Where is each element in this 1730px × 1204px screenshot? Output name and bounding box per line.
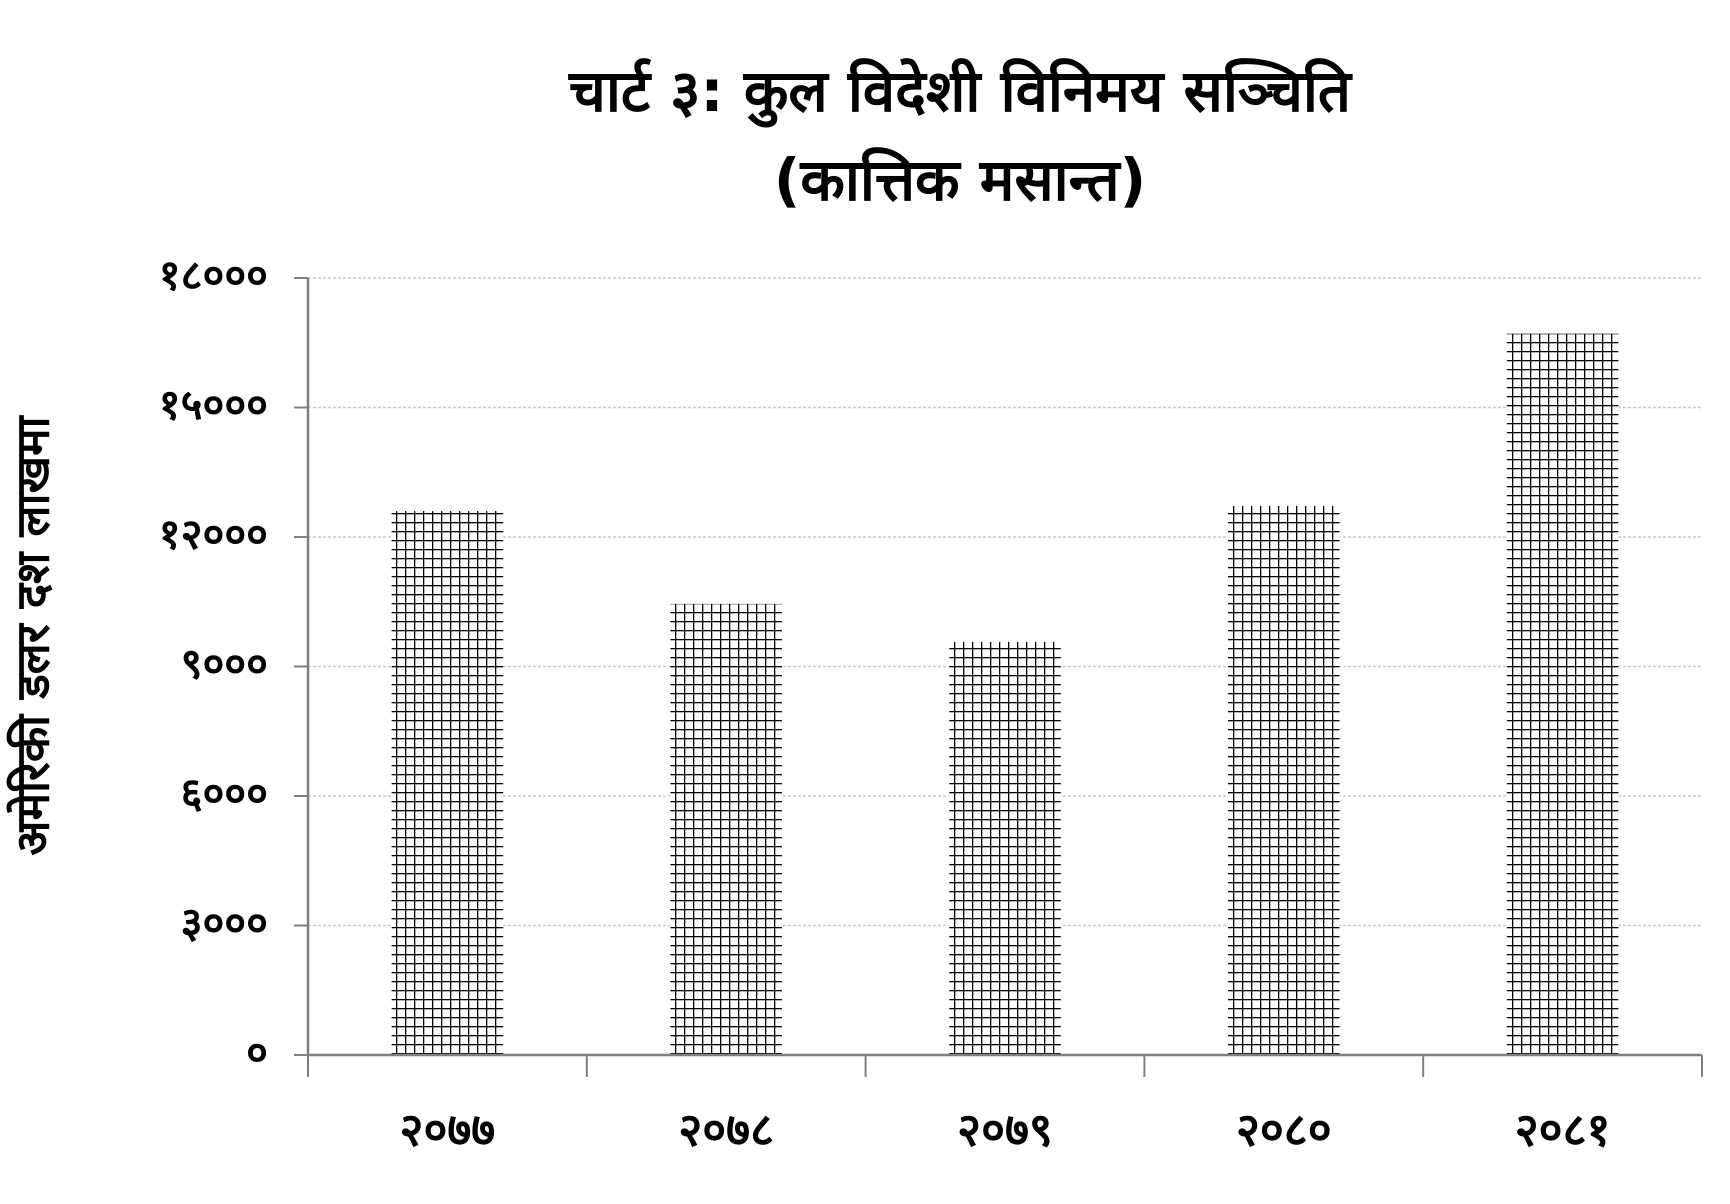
y-tick-label: १५००० — [159, 380, 268, 429]
y-tick-label: ० — [246, 1028, 268, 1077]
x-tick-label: २०७८ — [678, 1103, 774, 1157]
x-tick-label: २०७७ — [400, 1103, 496, 1157]
y-tick-label: ६००० — [181, 769, 268, 818]
bar — [1228, 505, 1340, 1055]
chart-title: चार्ट ३: कुल विदेशी विनिमय सञ्चिति — [568, 57, 1353, 128]
chart-subtitle: (कात्तिक मसान्त) — [774, 146, 1146, 214]
bar — [391, 511, 504, 1056]
bar — [670, 603, 782, 1055]
bar — [949, 641, 1061, 1055]
y-tick-label: ३००० — [181, 898, 268, 947]
bar — [1506, 333, 1619, 1055]
y-tick-label: १८००० — [159, 251, 268, 300]
y-tick-label: १२००० — [159, 510, 268, 559]
x-tick-label: २०७९ — [957, 1103, 1053, 1157]
x-tick-label: २०८१ — [1515, 1103, 1611, 1157]
x-tick-label: २०८० — [1236, 1103, 1332, 1157]
y-axis-label: अमेरिकी डलर दश लाखमा — [6, 414, 60, 855]
y-tick-label: ९००० — [181, 639, 268, 688]
